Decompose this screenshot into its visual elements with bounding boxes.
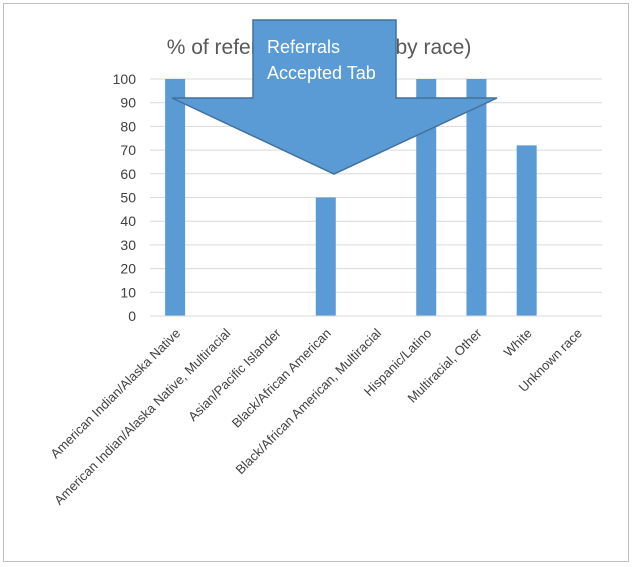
y-tick-label: 70: [120, 142, 136, 158]
y-tick-label: 50: [120, 190, 136, 206]
bar: [416, 79, 437, 316]
x-category-label: Asian/Pacific Islander: [185, 325, 284, 424]
x-category-label: White: [501, 326, 535, 360]
callout-line-1: Referrals: [267, 37, 340, 57]
x-category-label: American Indian/Alaska Native, Multiraci…: [51, 325, 233, 507]
chart-frame: % of referrals accepted (by race) 010203…: [3, 3, 629, 562]
y-tick-label: 100: [113, 71, 137, 87]
y-tick-label: 10: [120, 284, 136, 300]
bar-chart: % of referrals accepted (by race) 010203…: [47, 19, 602, 508]
y-tick-label: 20: [120, 261, 136, 277]
y-tick-label: 60: [120, 166, 136, 182]
bar: [466, 79, 487, 316]
down-arrow-callout-shape: [171, 19, 498, 175]
y-tick-label: 0: [128, 308, 136, 324]
bar: [315, 197, 336, 316]
bar: [165, 79, 186, 316]
callout-line-2: Accepted Tab: [267, 63, 376, 83]
referrals-accepted-tab-callout: Referrals Accepted Tab: [171, 19, 498, 175]
bars: [165, 79, 537, 316]
x-category-label: Black/African American: [229, 326, 334, 431]
bar: [516, 145, 537, 316]
y-tick-label: 40: [120, 213, 136, 229]
y-tick-label: 80: [120, 118, 136, 134]
y-tick-label: 30: [120, 237, 136, 253]
y-axis-tick-labels: 0 10 20 30 40 50 60 70 80 90 100: [113, 71, 137, 324]
y-tick-label: 90: [120, 95, 136, 111]
